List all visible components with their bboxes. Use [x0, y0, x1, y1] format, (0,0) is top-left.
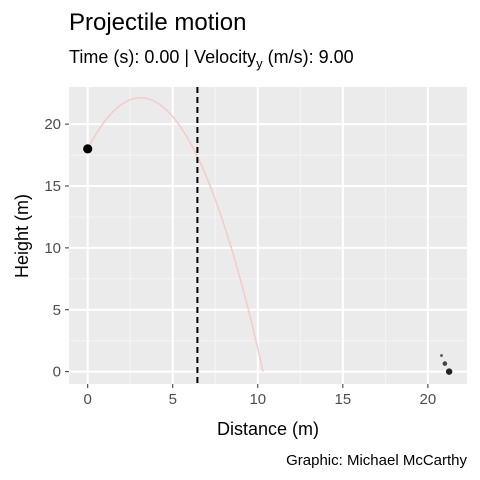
- y-tick-label: 10: [44, 240, 61, 257]
- data-point: [445, 368, 453, 375]
- time-label: Time (s):: [69, 47, 144, 67]
- y-axis: 0 5 10 15 20: [44, 116, 69, 381]
- y-axis-title: Height (m): [12, 194, 32, 278]
- x-tick-label: 0: [84, 391, 92, 408]
- time-value: 0.00: [144, 47, 179, 67]
- x-tick-label: 15: [334, 391, 351, 408]
- x-tick-label: 20: [420, 391, 437, 408]
- grid-minor: [69, 87, 467, 384]
- grid-major: [69, 87, 467, 384]
- y-tick-label: 20: [44, 116, 61, 133]
- data-point: [440, 354, 443, 357]
- trajectory-line: [87, 96, 264, 372]
- x-tick-label: 5: [169, 391, 177, 408]
- data-point: [442, 361, 448, 366]
- chart-title: Projectile motion: [69, 9, 246, 36]
- velocity-subscript: y: [256, 56, 263, 71]
- velocity-label: | Velocity: [179, 47, 256, 67]
- chart-subtitle: Time (s): 0.00 | Velocityy (m/s): 9.00: [69, 47, 354, 71]
- y-tick-label: 5: [53, 302, 61, 319]
- y-tick-label: 0: [53, 364, 61, 381]
- chart-caption: Graphic: Michael McCarthy: [286, 452, 467, 469]
- velocity-value: 9.00: [319, 47, 354, 67]
- velocity-unit: (m/s):: [263, 47, 319, 67]
- x-axis-title: Distance (m): [217, 419, 319, 439]
- series-layer: [83, 87, 453, 384]
- x-tick-label: 10: [249, 391, 266, 408]
- x-axis: 0 5 10 15 20: [84, 384, 437, 408]
- plot-panel: [69, 87, 467, 384]
- y-tick-label: 15: [44, 178, 61, 195]
- data-point: [83, 144, 93, 154]
